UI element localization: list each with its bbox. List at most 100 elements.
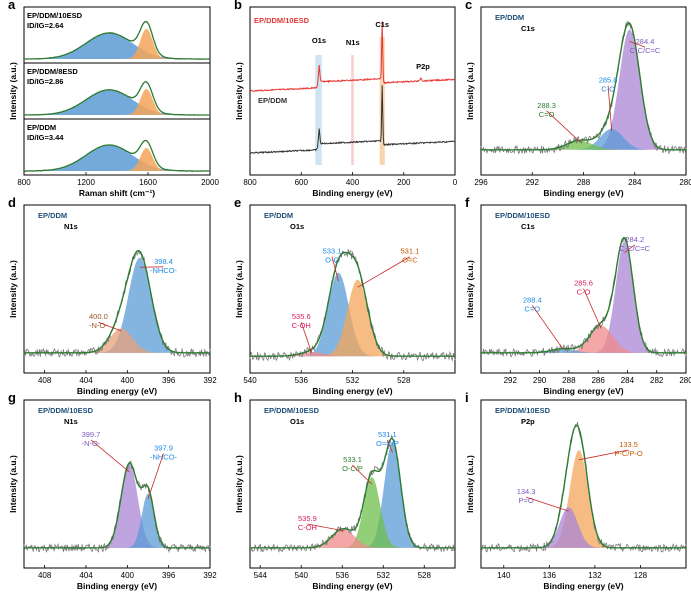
peak-label: 284.2 — [625, 235, 644, 244]
x-tick-label: 200 — [397, 178, 411, 187]
peak-label: 533.1 — [343, 455, 362, 464]
x-tick-label: 128 — [634, 571, 648, 580]
peak-label: 133.5 — [619, 440, 638, 449]
sample-label: EP/DDM/10ESD — [495, 211, 551, 220]
peak-label: 288.3 — [537, 101, 556, 110]
x-tick-label: 400 — [346, 178, 360, 187]
peak-fill-288.4 — [481, 348, 686, 353]
peak-label: 284.4 — [636, 37, 655, 46]
peak-assignment: C-O — [577, 288, 591, 297]
peak-label: 397.9 — [154, 443, 173, 452]
peak-arrow — [386, 439, 393, 453]
peak-label: 400.0 — [89, 312, 108, 321]
raman-ratio: ID/IG=2.86 — [27, 77, 63, 86]
panel-letter: d — [8, 195, 16, 210]
n1s-band — [351, 55, 354, 165]
x-tick-label: 132 — [588, 571, 602, 580]
panel-letter: h — [234, 390, 242, 405]
d-band-fill — [24, 33, 210, 59]
peak-label: 288.4 — [523, 295, 542, 304]
panel-letter: c — [465, 0, 472, 12]
peak-arrow — [583, 288, 602, 329]
x-axis-label: Binding energy (eV) — [543, 581, 623, 591]
x-tick-label: 286 — [591, 376, 605, 385]
plot-frame — [23, 399, 211, 569]
panel-c: 296 292 288 284 280 Binding energy (eV) Intens… — [465, 0, 691, 198]
survey-peak-label: N1s — [346, 38, 360, 47]
panel-letter: i — [465, 390, 469, 405]
legend-esd: EP/DDM/10ESD — [254, 16, 310, 25]
x-tick-label: 544 — [254, 571, 268, 580]
d-band-fill — [24, 89, 210, 115]
x-tick-label: 136 — [543, 571, 557, 580]
sample-label: EP/DDM — [264, 211, 293, 220]
fit-envelope — [481, 424, 686, 549]
raman-sample-label: EP/DDM — [27, 123, 56, 132]
x-axis-label: Binding energy (eV) — [312, 581, 392, 591]
x-axis-label: Binding energy (eV) — [312, 188, 392, 198]
peak-assignment: O-C — [325, 256, 339, 265]
peak-assignment: C=O — [524, 304, 540, 313]
raw-spectrum — [250, 434, 456, 553]
panel-letter: a — [8, 0, 16, 12]
peak-label: 398.4 — [154, 257, 173, 266]
peak-assignment: P=O — [518, 496, 533, 505]
x-tick-label: 392 — [203, 571, 217, 580]
peak-arrow — [531, 305, 564, 350]
x-tick-label: 400 — [121, 376, 135, 385]
raman-fit — [24, 81, 210, 116]
peak-fill-133.5 — [481, 450, 686, 548]
fit-envelope — [250, 437, 455, 549]
x-tick-label: 528 — [397, 376, 411, 385]
peak-arrow — [607, 85, 613, 131]
peak-assignment: O=C — [402, 256, 418, 265]
x-tick-label: 290 — [533, 376, 547, 385]
peak-arrow — [90, 439, 130, 473]
peak-fill-531.1 — [250, 279, 455, 357]
peak-arrow — [624, 244, 635, 253]
element-label: N1s — [64, 222, 78, 231]
panel-b: 800 600 400 200 0 Binding energy (eV) Intensit… — [234, 0, 458, 198]
peak-label: 535.9 — [298, 514, 317, 523]
raman-ratio: ID/IG=3.44 — [27, 133, 64, 142]
peak-fill-531.1 — [250, 441, 455, 548]
fit-envelope — [24, 462, 210, 549]
x-tick-label: 2000 — [201, 178, 219, 187]
x-tick-label: 536 — [336, 571, 350, 580]
survey-line-ep — [249, 85, 456, 154]
y-axis-label: Intensity (a.u.) — [234, 260, 244, 318]
x-axis-label: Binding energy (eV) — [543, 188, 623, 198]
panel-f: 292 290 288 286 284 282 280 Binding energy (eV)… — [465, 195, 691, 396]
y-axis-label: Intensity (a.u.) — [8, 260, 18, 318]
x-tick-label: 396 — [162, 571, 176, 580]
peak-arrow — [352, 464, 373, 485]
sample-label: EP/DDM — [38, 211, 67, 220]
peak-fill-400.0 — [24, 328, 210, 353]
peak-arrow — [525, 496, 569, 512]
x-tick-label: 292 — [526, 178, 540, 187]
x-tick-label: 528 — [418, 571, 432, 580]
x-tick-label: 532 — [377, 571, 391, 580]
panel-i: 140 136 132 128 Binding energy (eV) Intensity… — [465, 390, 687, 591]
panel-h: 544 540 536 532 528 Binding energy (eV) Intens… — [234, 390, 456, 591]
x-axis-label: Raman shift (cm⁻¹) — [79, 188, 155, 198]
peak-arrow — [578, 449, 629, 461]
peak-assignment: -NHCO- — [150, 266, 178, 275]
raman-sample-label: EP/DDM/10ESD — [27, 11, 83, 20]
peak-label: 285.8 — [599, 76, 618, 85]
survey-peak-label: C1s — [375, 20, 389, 29]
panel-letter: e — [234, 195, 241, 210]
plot-frame — [23, 204, 211, 374]
survey-peak-label: P2p — [416, 62, 430, 71]
peak-assignment: C-OH — [298, 523, 317, 532]
fit-envelope — [481, 236, 686, 354]
peak-label: 399.7 — [82, 430, 101, 439]
peak-label: 531.1 — [378, 430, 397, 439]
y-axis-label: Intensity (a.u.) — [234, 455, 244, 513]
x-tick-label: 800 — [243, 178, 257, 187]
x-tick-label: 400 — [121, 571, 135, 580]
x-tick-label: 1600 — [139, 178, 157, 187]
element-label: O1s — [290, 222, 304, 231]
survey-peak-label: O1s — [312, 36, 326, 45]
fit-envelope — [250, 251, 455, 357]
